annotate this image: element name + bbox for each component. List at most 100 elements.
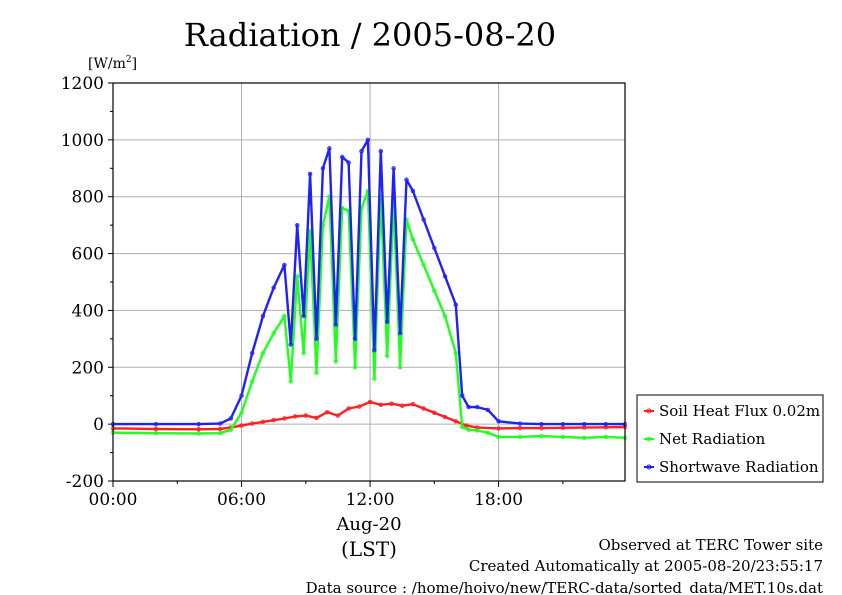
- plot-frame: [112, 82, 626, 482]
- y-tick-label: 200: [72, 358, 104, 378]
- data-point-shortwave-radiation: [228, 416, 234, 421]
- data-point-shortwave-radiation: [239, 393, 244, 398]
- data-point-net-radiation: [228, 427, 234, 433]
- y-axis-unit-sup: 2: [126, 55, 132, 65]
- x-tick-label: 06:00: [217, 490, 266, 510]
- data-point-net-radiation: [352, 365, 358, 370]
- data-point-net-radiation: [301, 350, 306, 356]
- legend-label: Net Radiation: [659, 430, 766, 448]
- data-point-shortwave-radiation: [466, 404, 471, 410]
- y-tick-label: 800: [72, 188, 104, 208]
- x-axis: 00:00 06:00 12:00 18:00: [89, 481, 564, 510]
- x-tick-label: 12:00: [346, 490, 395, 510]
- data-point-shortwave-radiation: [295, 222, 300, 228]
- data-point-soil-heat-flux-0-02m: [325, 410, 330, 415]
- data-point-shortwave-radiation: [410, 188, 416, 194]
- data-point-soil-heat-flux-0-02m: [400, 403, 405, 408]
- data-point-soil-heat-flux-0-02m: [292, 414, 298, 419]
- y-axis-unit: [W/m2]: [88, 55, 137, 72]
- data-point-net-radiation: [385, 353, 390, 359]
- legend-box: [636, 394, 824, 483]
- data-point-soil-heat-flux-0-02m: [603, 425, 608, 430]
- data-point-net-radiation: [282, 313, 287, 319]
- data-point-shortwave-radiation: [385, 319, 390, 324]
- legend-marker: [646, 408, 652, 414]
- data-point-shortwave-radiation: [442, 274, 448, 279]
- series-line-soil-heat-flux-0-02m: [112, 400, 626, 431]
- data-point-soil-heat-flux-0-02m: [421, 406, 426, 411]
- y-axis-unit-close: ]: [132, 56, 137, 72]
- x-tick-label: 18:00: [474, 490, 523, 510]
- data-point-net-radiation: [217, 431, 223, 436]
- y-tick-label: -200: [66, 472, 104, 492]
- series-line-shortwave-radiation: [113, 138, 625, 426]
- data-point-soil-heat-flux-0-02m: [453, 419, 458, 424]
- data-point-soil-heat-flux-0-02m: [517, 425, 523, 431]
- data-point-soil-heat-flux-0-02m: [464, 423, 469, 428]
- data-point-shortwave-radiation: [359, 149, 364, 154]
- data-point-soil-heat-flux-0-02m: [410, 402, 416, 407]
- data-point-soil-heat-flux-0-02m: [314, 415, 319, 421]
- data-point-net-radiation: [397, 365, 403, 370]
- data-point-shortwave-radiation: [333, 322, 338, 327]
- data-point-shortwave-radiation: [352, 336, 358, 342]
- data-point-net-radiation: [333, 359, 338, 364]
- data-point-shortwave-radiation: [365, 137, 371, 143]
- data-point-soil-heat-flux-0-02m: [442, 414, 448, 420]
- x-axis-date-label: Aug-20: [335, 514, 401, 535]
- data-point-shortwave-radiation: [250, 350, 255, 356]
- data-point-shortwave-radiation: [453, 302, 458, 307]
- data-point-soil-heat-flux-0-02m: [250, 421, 255, 426]
- legend-marker: [646, 464, 652, 470]
- data-point-shortwave-radiation: [560, 421, 566, 427]
- data-point-net-radiation: [453, 350, 458, 356]
- data-point-soil-heat-flux-0-02m: [153, 426, 159, 432]
- y-axis-unit-base: [W/m: [88, 56, 126, 72]
- data-point-net-radiation: [314, 370, 319, 376]
- data-point-shortwave-radiation: [320, 166, 326, 171]
- data-point-shortwave-radiation: [196, 421, 201, 427]
- data-point-shortwave-radiation: [474, 404, 480, 410]
- data-point-net-radiation: [582, 435, 587, 440]
- data-point-shortwave-radiation: [539, 421, 544, 427]
- data-point-net-radiation: [466, 427, 471, 433]
- y-tick-label: 0: [93, 415, 104, 435]
- data-point-net-radiation: [474, 428, 480, 433]
- y-axis: -200 0 200 400 600 800 1000 1200: [61, 74, 113, 492]
- data-point-shortwave-radiation: [288, 342, 294, 347]
- data-point-shortwave-radiation: [603, 421, 608, 427]
- legend-label: Shortwave Radiation: [659, 458, 819, 476]
- data-point-shortwave-radiation: [378, 149, 383, 154]
- data-point-net-radiation: [260, 350, 266, 356]
- y-tick-label: 1000: [61, 131, 104, 151]
- series-line-net-radiation: [112, 189, 626, 439]
- y-tick-label: 1200: [61, 74, 104, 94]
- data-point-shortwave-radiation: [260, 313, 266, 319]
- data-point-soil-heat-flux-0-02m: [496, 426, 501, 431]
- data-point-shortwave-radiation: [271, 285, 276, 290]
- data-point-soil-heat-flux-0-02m: [357, 404, 362, 409]
- data-point-net-radiation: [372, 376, 377, 381]
- data-point-shortwave-radiation: [404, 177, 409, 182]
- data-point-shortwave-radiation: [496, 419, 501, 424]
- data-point-net-radiation: [239, 410, 244, 415]
- data-point-net-radiation: [560, 434, 566, 440]
- data-point-shortwave-radiation: [397, 330, 403, 336]
- data-point-net-radiation: [196, 431, 201, 436]
- data-point-soil-heat-flux-0-02m: [378, 402, 383, 408]
- data-point-soil-heat-flux-0-02m: [335, 413, 341, 418]
- data-point-net-radiation: [485, 430, 491, 435]
- data-point-shortwave-radiation: [517, 421, 523, 426]
- footer-source: Data source : /home/hoivo/new/TERC-data/…: [306, 579, 823, 595]
- footer-created: Created Automatically at 2005-08-20/23:5…: [469, 557, 823, 575]
- data-point-shortwave-radiation: [346, 160, 351, 165]
- data-point-soil-heat-flux-0-02m: [389, 401, 394, 406]
- data-point-soil-heat-flux-0-02m: [260, 419, 266, 425]
- data-point-soil-heat-flux-0-02m: [271, 417, 276, 423]
- data-point-shortwave-radiation: [459, 393, 465, 398]
- legend-items: Soil Heat Flux 0.02m Net Radiation Shortwa…: [644, 402, 820, 476]
- data-point-soil-heat-flux-0-02m: [239, 423, 244, 428]
- data-point-shortwave-radiation: [217, 421, 223, 426]
- legend-label: Soil Heat Flux 0.02m: [659, 402, 820, 420]
